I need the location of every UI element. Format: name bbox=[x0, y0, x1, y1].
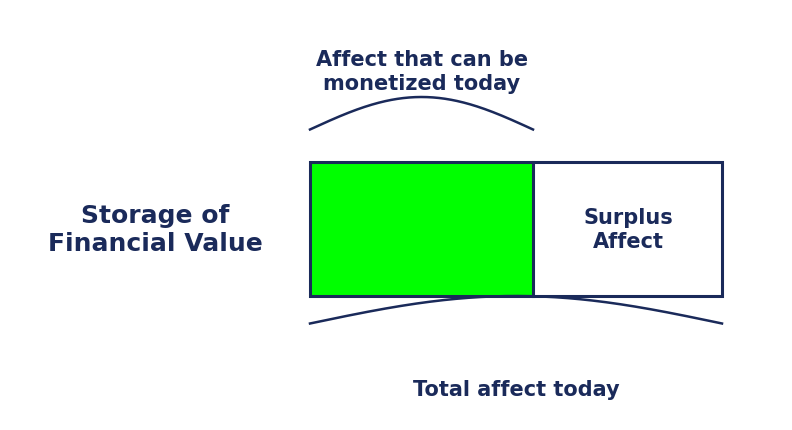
Text: Affect that can be
monetized today: Affect that can be monetized today bbox=[316, 50, 528, 93]
Bar bbox=[310, 163, 533, 296]
Bar bbox=[533, 163, 722, 296]
Text: Total affect today: Total affect today bbox=[413, 379, 619, 399]
Bar bbox=[310, 163, 722, 296]
Text: Surplus
Affect: Surplus Affect bbox=[583, 208, 673, 251]
Text: Storage of
Financial Value: Storage of Financial Value bbox=[48, 204, 262, 255]
